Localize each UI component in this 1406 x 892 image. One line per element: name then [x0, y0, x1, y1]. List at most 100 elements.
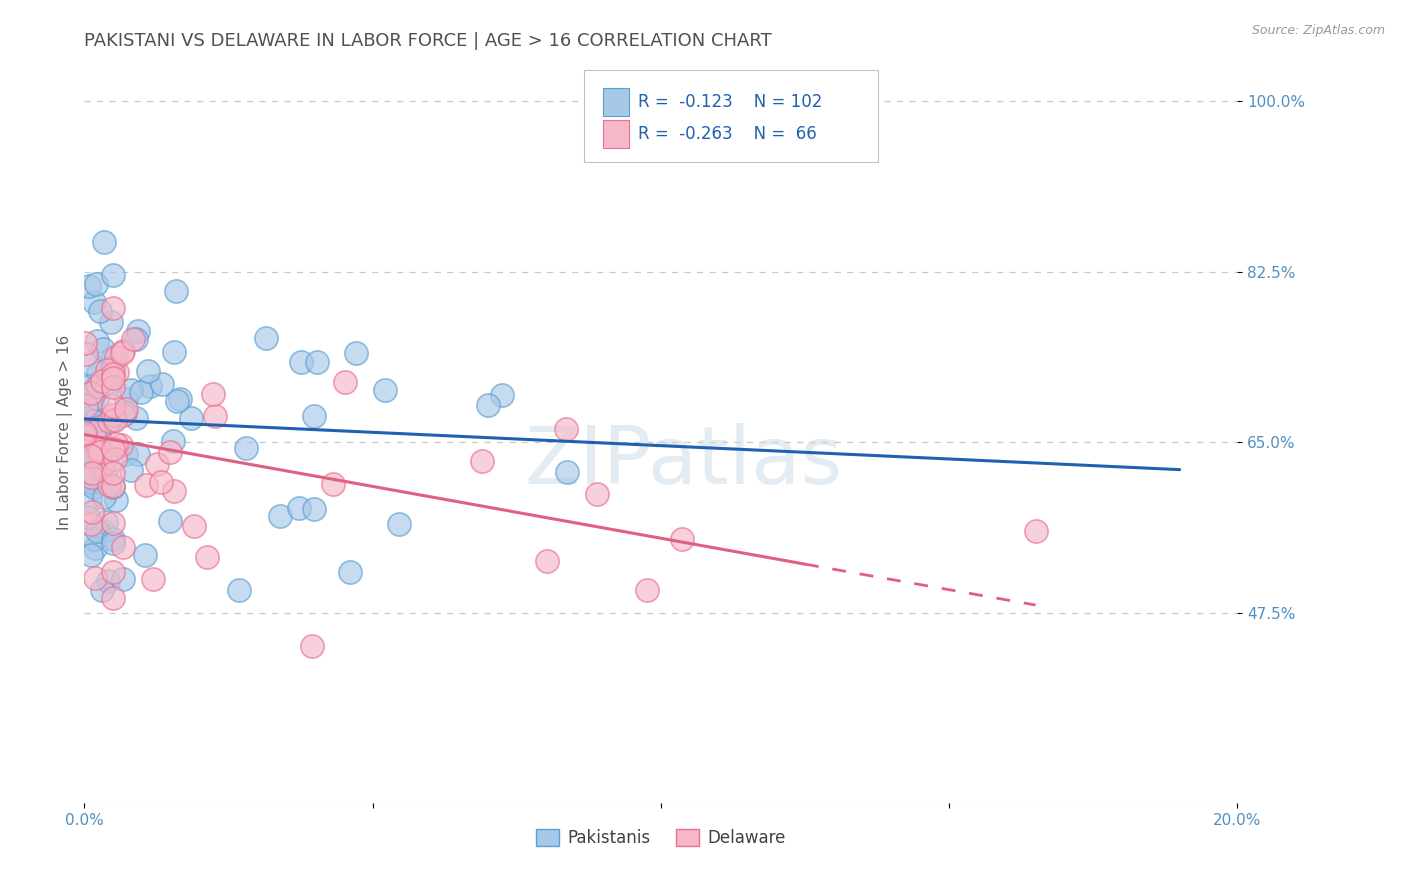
- Point: [125, 410, 148, 425]
- Point: [97, 477, 120, 491]
- Point: [86, 524, 108, 539]
- Point: [103, 532, 124, 546]
- Point: [77, 388, 100, 402]
- Point: [103, 516, 124, 530]
- FancyBboxPatch shape: [583, 70, 877, 162]
- Point: [75, 429, 97, 443]
- Point: [80, 449, 103, 463]
- Point: [103, 408, 124, 422]
- Point: [89, 303, 111, 318]
- Point: [89, 420, 111, 434]
- Point: [97, 414, 120, 428]
- Point: [80, 391, 103, 405]
- Text: Source: ZipAtlas.com: Source: ZipAtlas.com: [1251, 24, 1385, 37]
- Point: [103, 413, 125, 427]
- Point: [94, 515, 117, 529]
- Point: [111, 346, 134, 360]
- Point: [166, 285, 188, 299]
- Point: [111, 572, 134, 586]
- Point: [115, 401, 138, 416]
- Point: [80, 410, 103, 425]
- Point: [302, 502, 325, 516]
- Point: [104, 452, 127, 467]
- Point: [82, 466, 104, 480]
- Point: [125, 332, 148, 346]
- Point: [104, 492, 127, 507]
- Text: R =  -0.123    N = 102: R = -0.123 N = 102: [638, 93, 823, 111]
- Point: [333, 375, 356, 389]
- Point: [87, 428, 110, 442]
- Point: [536, 554, 558, 568]
- Point: [557, 466, 579, 480]
- Point: [1025, 524, 1047, 539]
- Point: [163, 484, 186, 499]
- Point: [82, 475, 104, 489]
- Point: [305, 355, 328, 369]
- Point: [235, 441, 257, 455]
- Point: [82, 398, 104, 412]
- Point: [339, 566, 361, 580]
- Point: [254, 330, 277, 344]
- Point: [80, 470, 103, 484]
- Point: [671, 532, 693, 546]
- Point: [77, 278, 100, 293]
- Point: [86, 422, 108, 436]
- Point: [91, 458, 114, 473]
- Point: [554, 422, 576, 436]
- Point: [76, 396, 98, 410]
- Point: [96, 367, 118, 381]
- Point: [344, 346, 367, 360]
- Point: [75, 426, 97, 441]
- Point: [114, 406, 136, 420]
- Point: [86, 334, 108, 348]
- Point: [636, 583, 658, 598]
- Point: [75, 445, 97, 459]
- Point: [82, 453, 104, 467]
- Point: [87, 442, 110, 457]
- Point: [142, 572, 165, 586]
- Point: [75, 465, 97, 479]
- Point: [146, 457, 169, 471]
- Legend: Pakistanis, Delaware: Pakistanis, Delaware: [529, 822, 793, 854]
- Point: [76, 399, 98, 413]
- Point: [76, 510, 98, 524]
- Point: [134, 549, 156, 563]
- Point: [163, 344, 186, 359]
- Point: [103, 380, 124, 394]
- Point: [103, 480, 124, 494]
- Point: [120, 463, 142, 477]
- Text: R =  -0.263    N =  66: R = -0.263 N = 66: [638, 125, 817, 144]
- Point: [80, 549, 103, 563]
- Point: [82, 450, 104, 464]
- Point: [127, 446, 149, 460]
- Point: [93, 235, 115, 249]
- Point: [89, 445, 111, 459]
- Bar: [603, 87, 628, 116]
- Point: [471, 454, 494, 468]
- Point: [87, 441, 110, 455]
- Point: [180, 411, 202, 425]
- Point: [73, 467, 96, 482]
- Point: [103, 268, 124, 283]
- Point: [80, 517, 103, 532]
- Point: [104, 351, 127, 365]
- Point: [288, 500, 311, 515]
- Point: [83, 480, 105, 494]
- Point: [290, 354, 312, 368]
- Point: [80, 385, 103, 400]
- Text: PAKISTANI VS DELAWARE IN LABOR FORCE | AGE > 16 CORRELATION CHART: PAKISTANI VS DELAWARE IN LABOR FORCE | A…: [84, 32, 772, 50]
- Point: [83, 465, 105, 479]
- Point: [86, 391, 108, 405]
- Text: ZIPatlas: ZIPatlas: [524, 423, 844, 501]
- Point: [83, 381, 105, 395]
- Point: [136, 364, 159, 378]
- Point: [84, 277, 107, 291]
- Point: [112, 344, 135, 359]
- Point: [204, 409, 226, 424]
- Point: [195, 550, 218, 565]
- Point: [98, 369, 121, 384]
- Point: [127, 324, 149, 338]
- Point: [103, 368, 124, 382]
- Point: [79, 476, 101, 491]
- Point: [586, 487, 609, 501]
